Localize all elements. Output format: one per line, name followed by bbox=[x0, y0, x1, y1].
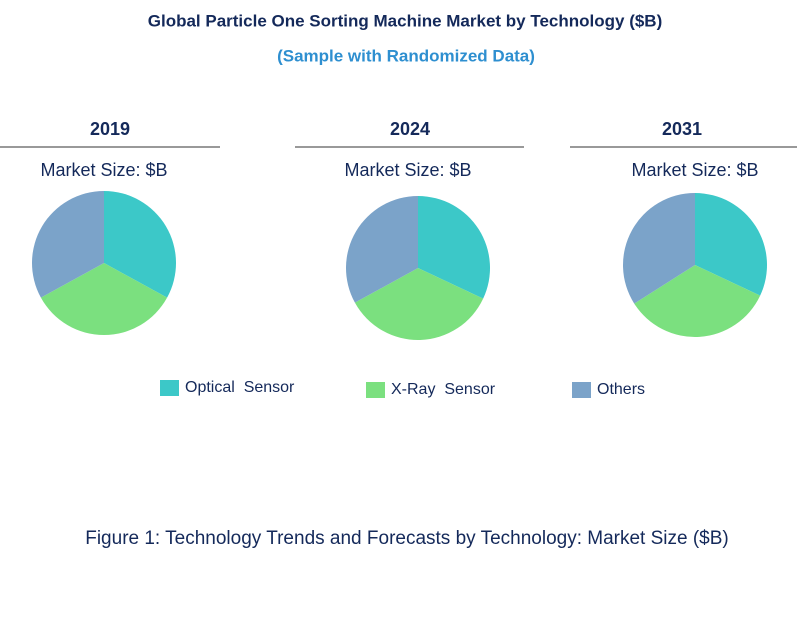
chart-subtitle: (Sample with Randomized Data) bbox=[277, 46, 535, 65]
legend-swatch bbox=[572, 382, 591, 398]
pie-subtitle: Market Size: $B bbox=[40, 160, 167, 180]
legend-label: X-Ray Sensor bbox=[391, 381, 496, 398]
pie-title: 2019 bbox=[90, 119, 130, 139]
pie-slice bbox=[354, 268, 484, 341]
legend-label: Optical Sensor bbox=[185, 379, 295, 396]
pie-slice bbox=[623, 193, 695, 304]
pie-title: 2024 bbox=[390, 119, 430, 139]
legend-swatch bbox=[160, 380, 179, 396]
chart-title: Global Particle One Sorting Machine Mark… bbox=[148, 11, 663, 30]
pie-slice bbox=[40, 263, 168, 335]
pie-subtitle: Market Size: $B bbox=[631, 160, 758, 180]
pie-slice bbox=[104, 191, 176, 298]
legend-label: Others bbox=[597, 381, 645, 398]
pie-slice bbox=[345, 196, 418, 303]
pie-slice bbox=[634, 265, 761, 338]
pie-subtitle: Market Size: $B bbox=[344, 160, 471, 180]
legend-swatch bbox=[366, 382, 385, 398]
pie-slice bbox=[418, 196, 491, 299]
pie-slice bbox=[695, 193, 767, 296]
pie-slice bbox=[32, 191, 105, 298]
caption: Figure 1: Technology Trends and Forecast… bbox=[85, 528, 729, 549]
pie-title: 2031 bbox=[662, 119, 702, 139]
